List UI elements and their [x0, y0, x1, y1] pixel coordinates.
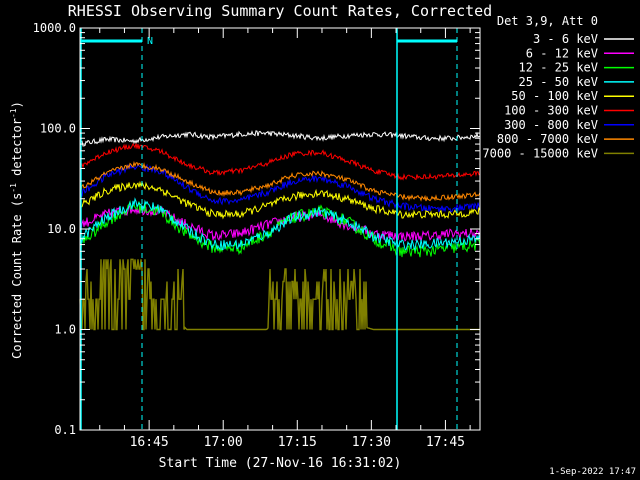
series-line	[79, 199, 481, 258]
series-line	[79, 163, 481, 213]
legend-label: 100 - 300 keV	[504, 104, 598, 118]
legend-label: 12 - 25 keV	[519, 61, 598, 75]
y-tick-label: 1.0	[54, 323, 76, 337]
y-axis-label: Corrected Count Rate (s-1 detector-1)	[9, 101, 24, 359]
legend-label: 800 - 7000 keV	[497, 132, 598, 146]
legend-label: 6 - 12 keV	[526, 46, 598, 60]
x-tick-label: 17:45	[426, 435, 465, 450]
series-7000-15000-kev	[79, 258, 480, 331]
y-tick-label: 10.0	[47, 222, 76, 236]
x-tick-label: 17:15	[278, 435, 317, 450]
axes: 0.1 1.0 10.0 100.0 1000.0 16:45 17:00 17:15 17:3…	[33, 21, 481, 450]
y-axis-label-end: )	[10, 101, 24, 108]
series-3-6-kev	[79, 130, 481, 147]
series-line	[79, 130, 481, 147]
series-layer	[79, 130, 481, 331]
legend-label: 25 - 50 keV	[519, 75, 598, 89]
chart-title: RHESSI Observing Summary Count Rates, Co…	[68, 2, 492, 20]
y-tick-label: 0.1	[54, 423, 76, 437]
series-line	[79, 160, 481, 202]
series-line	[79, 258, 480, 331]
legend-label: 7000 - 15000 keV	[482, 146, 598, 160]
legend-label: 3 - 6 keV	[533, 32, 598, 46]
x-tick-label: 17:00	[204, 435, 243, 450]
series-line	[79, 180, 481, 220]
series-line	[79, 197, 481, 252]
series-300-800-kev	[79, 163, 481, 213]
y-axis-label-sup1: -1	[9, 183, 18, 193]
series-100-300-kev	[79, 142, 481, 181]
series-50-100-kev	[79, 180, 481, 220]
series-800-7000-kev	[79, 160, 481, 202]
series-12-25-kev	[79, 199, 481, 258]
night-label: N	[147, 36, 153, 47]
legend-label: 50 - 100 keV	[511, 89, 598, 103]
x-tick-label: 16:45	[130, 435, 169, 450]
x-axis-label: Start Time (27-Nov-16 16:31:02)	[159, 456, 402, 471]
x-tick-label: 17:30	[352, 435, 391, 450]
y-axis-label-sup2: -1	[9, 108, 18, 118]
legend-header: Det 3,9, Att 0	[497, 14, 598, 28]
series-25-50-kev	[79, 197, 481, 252]
y-tick-label: 100.0	[40, 122, 76, 136]
legend-label: 300 - 800 keV	[504, 118, 598, 132]
y-axis-label-mid: detector	[10, 118, 24, 183]
footer-timestamp: 1-Sep-2022 17:47	[549, 467, 636, 477]
series-line	[79, 142, 481, 181]
y-axis-label-main: Corrected Count Rate (s	[10, 193, 24, 359]
y-tick-label: 1000.0	[33, 21, 76, 35]
